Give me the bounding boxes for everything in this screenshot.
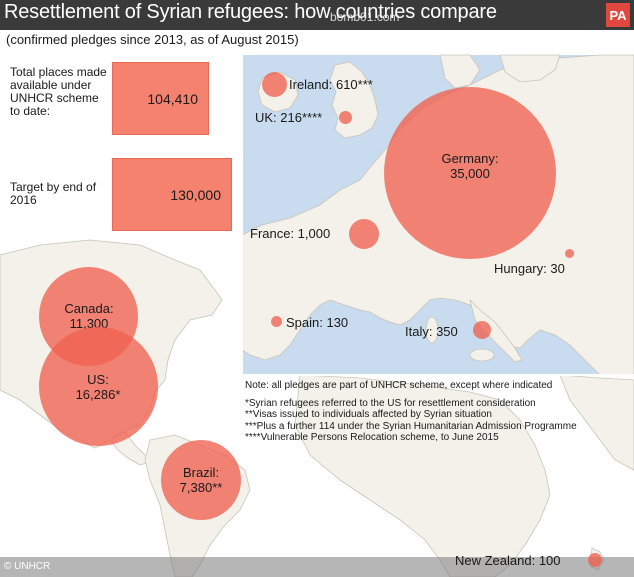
footnote-1: *Syrian refugees referred to the US for … (245, 397, 536, 409)
hungary-label: Hungary: 30 (494, 261, 565, 276)
total-places-label: Total places made available under UNHCR … (10, 65, 107, 118)
germany-label: Germany: 35,000 (420, 151, 520, 181)
africa-land (294, 374, 551, 577)
us-label: US: 16,286* (53, 372, 143, 402)
canada-name: Canada: (64, 301, 114, 316)
brazil-name: Brazil: (182, 465, 220, 480)
total-places-box: 104,410 (112, 62, 209, 135)
sicily-land (469, 348, 495, 362)
footnote-3: ***Plus a further 114 under the Syrian H… (245, 420, 577, 432)
target-value: 130,000 (170, 186, 221, 203)
germany-bubble (384, 87, 556, 259)
total-places-value: 104,410 (147, 90, 198, 107)
watermark: bomb01.com (330, 10, 400, 24)
germany-name: Germany: (441, 151, 499, 166)
france-label: France: 1,000 (250, 226, 331, 241)
us-bubble (39, 327, 158, 446)
uk-label: UK: 216**** (255, 110, 323, 125)
footnote-2: **Visas issued to individuals affected b… (245, 409, 492, 420)
target-label: Target by end of 2016 (10, 180, 97, 207)
brazil-value: 7,380** (179, 480, 223, 495)
note-main: Note: all pledges are part of UNHCR sche… (245, 380, 553, 391)
italy-label: Italy: 350 (405, 324, 458, 339)
footnote-4: ****Vulnerable Persons Relocation scheme… (245, 432, 499, 443)
scandinavia-land (439, 54, 561, 89)
germany-value: 35,000 (450, 166, 490, 181)
brazil-label: Brazil: 7,380** (165, 465, 237, 495)
source-credit: © UNHCR (4, 561, 51, 572)
hungary-bubble (565, 249, 574, 258)
italy-bubble (473, 321, 491, 339)
spain-bubble (271, 316, 282, 327)
brazil-bubble (161, 440, 241, 520)
source-strip (0, 557, 634, 577)
ireland-bubble (262, 72, 287, 97)
canada-label: Canada: 11,300 (49, 301, 129, 331)
page-title: Resettlement of Syrian refugees: how cou… (4, 1, 497, 23)
pa-logo: PA (606, 3, 630, 27)
france-bubble (349, 219, 379, 249)
new-zealand-bubble (588, 553, 602, 567)
subtitle: (confirmed pledges since 2013, as of Aug… (6, 32, 299, 47)
title-bar: Resettlement of Syrian refugees: how cou… (0, 0, 634, 30)
spain-label: Spain: 130 (286, 315, 349, 330)
new-zealand-label: New Zealand: 100 (455, 553, 561, 568)
uk-bubble (339, 111, 352, 124)
asia-land (559, 374, 634, 471)
us-name: US: (87, 372, 109, 387)
notes-block: Note: all pledges are part of UNHCR sche… (245, 380, 625, 444)
target-box: 130,000 (112, 158, 232, 231)
us-value: 16,286* (75, 387, 121, 402)
ireland-label: Ireland: 610*** (289, 77, 373, 92)
sardinia-land (425, 316, 439, 344)
